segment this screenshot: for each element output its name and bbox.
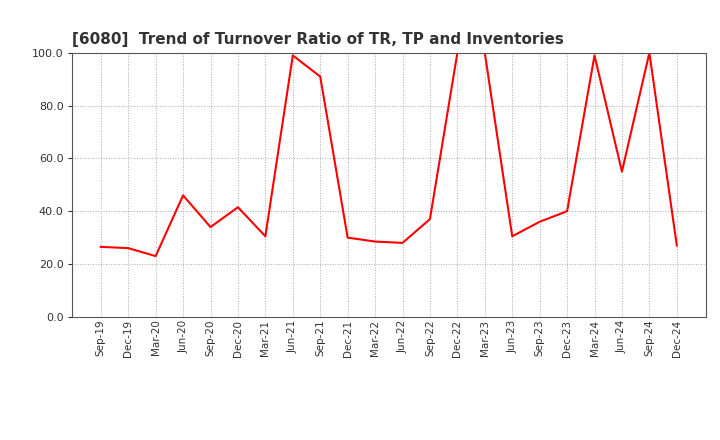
Trade Receivables: [316, 74, 325, 79]
Trade Receivables: [480, 50, 489, 55]
Trade Receivables: [371, 239, 379, 244]
Trade Receivables: [343, 235, 352, 240]
Trade Receivables: [96, 244, 105, 249]
Trade Receivables: [536, 219, 544, 224]
Trade Receivables: [398, 240, 407, 246]
Trade Receivables: [124, 246, 132, 251]
Trade Receivables: [618, 169, 626, 174]
Trade Receivables: [261, 234, 270, 239]
Trade Receivables: [426, 216, 434, 222]
Trade Receivables: [289, 53, 297, 58]
Trade Receivables: [179, 193, 187, 198]
Trade Receivables: [508, 234, 516, 239]
Trade Receivables: [672, 243, 681, 248]
Trade Receivables: [645, 50, 654, 55]
Trade Receivables: [206, 224, 215, 230]
Trade Receivables: [453, 50, 462, 55]
Text: [6080]  Trend of Turnover Ratio of TR, TP and Inventories: [6080] Trend of Turnover Ratio of TR, TP…: [72, 33, 564, 48]
Trade Receivables: [151, 253, 160, 259]
Trade Receivables: [563, 209, 572, 214]
Line: Trade Receivables: Trade Receivables: [101, 53, 677, 256]
Trade Receivables: [233, 205, 242, 210]
Trade Receivables: [590, 53, 599, 58]
